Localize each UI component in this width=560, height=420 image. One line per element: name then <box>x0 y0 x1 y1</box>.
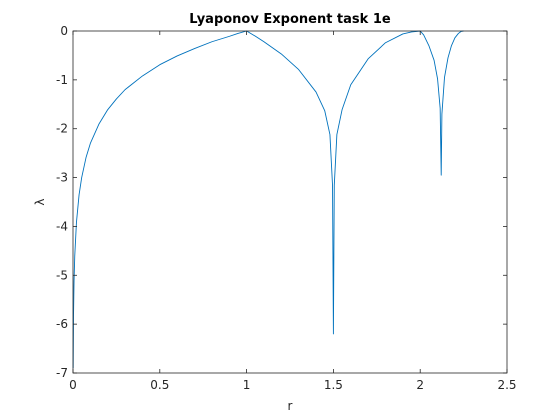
x-tick-label: 2.5 <box>497 378 516 392</box>
y-tick-label: -4 <box>56 219 68 233</box>
y-tick-label: 0 <box>60 24 68 38</box>
x-tick-label: 1.5 <box>324 378 343 392</box>
series-layer <box>72 30 464 369</box>
axes-box <box>72 30 508 374</box>
x-tick-label: 0 <box>69 378 77 392</box>
plot-area <box>73 31 507 373</box>
chart-title: Lyaponov Exponent task 1e <box>189 12 391 27</box>
x-tick-label: 0.5 <box>150 378 169 392</box>
y-tick-label: -3 <box>56 171 68 185</box>
x-tick-label: 2 <box>416 378 424 392</box>
y-tick-label: -7 <box>56 366 68 380</box>
series-line-0 <box>72 30 464 369</box>
x-axis: 0 0.5 1 1.5 2 2.5 <box>69 31 517 392</box>
y-axis-label: λ <box>33 198 47 205</box>
y-tick-label: -5 <box>56 268 68 282</box>
x-tick-label: 1 <box>243 378 251 392</box>
y-tick-label: -6 <box>56 317 68 331</box>
x-axis-label: r <box>288 399 293 413</box>
y-tick-label: -2 <box>56 122 68 136</box>
y-axis: 0 -1 -2 -3 -4 -5 -6 -7 <box>56 24 507 380</box>
y-tick-label: -1 <box>56 73 68 87</box>
